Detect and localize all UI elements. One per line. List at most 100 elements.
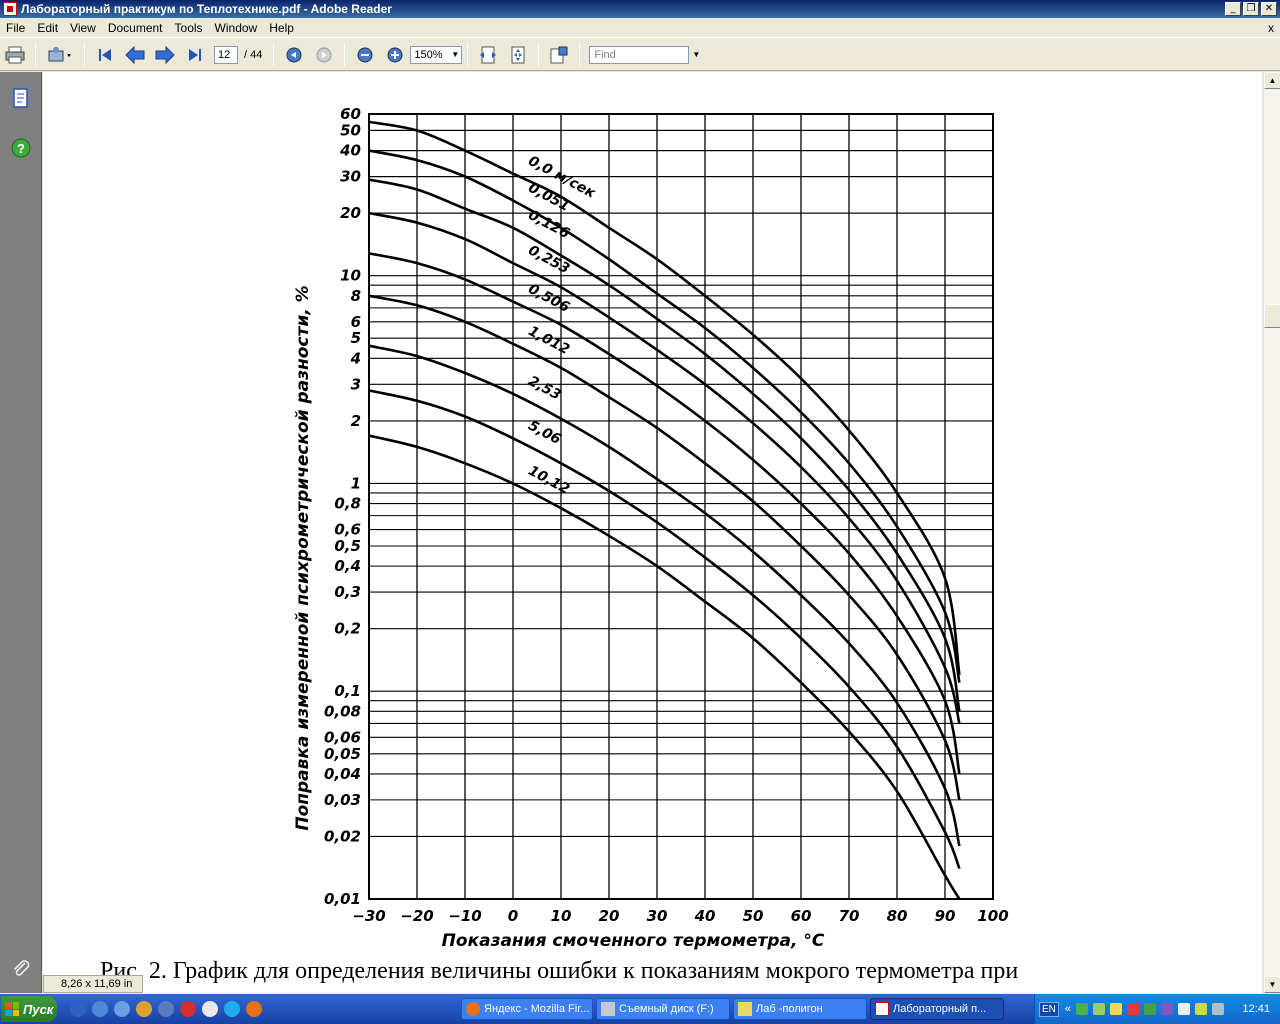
restore-button[interactable]: ❐: [1243, 2, 1259, 16]
y-tick-label: 6: [351, 313, 361, 331]
volume-icon[interactable]: [1212, 1003, 1225, 1015]
y-tick-label: 0,5: [334, 537, 361, 555]
chrome-icon[interactable]: [180, 1001, 196, 1017]
scroll-up-arrow[interactable]: ▲: [1264, 72, 1280, 89]
x-tick-label: 30: [647, 907, 668, 925]
x-tick-label: 70: [839, 907, 860, 925]
fit-page-icon[interactable]: [507, 44, 529, 66]
y-tick-label: 0,08: [324, 702, 361, 720]
next-page-icon[interactable]: [154, 44, 176, 66]
menu-file[interactable]: File: [6, 20, 26, 35]
back-view-icon[interactable]: [283, 44, 305, 66]
series-line: [368, 344, 961, 847]
folder-icon: [738, 1002, 752, 1016]
windows-logo-icon: [5, 1002, 19, 1016]
series-line: [368, 434, 961, 900]
chevron-down-icon[interactable]: ▼: [692, 50, 701, 59]
ati-icon[interactable]: [1127, 1003, 1140, 1015]
security-icon[interactable]: [1110, 1003, 1123, 1015]
app-icon[interactable]: [158, 1001, 174, 1017]
task-removable-disk[interactable]: Съемный диск (F:): [596, 998, 730, 1020]
y-tick-label: 0,3: [334, 583, 361, 601]
language-indicator[interactable]: EN: [1039, 1001, 1059, 1017]
last-page-icon[interactable]: [184, 44, 206, 66]
tray-app-icon[interactable]: [1195, 1003, 1208, 1015]
fit-width-icon[interactable]: [477, 44, 499, 66]
task-adobe-reader[interactable]: Лабораторный п...: [870, 998, 1004, 1020]
menu-view[interactable]: View: [70, 20, 96, 35]
share-icon[interactable]: [45, 44, 75, 66]
y-tick-label: 0,1: [334, 682, 361, 700]
network-icon[interactable]: [1076, 1003, 1089, 1015]
y-tick-label: 0,2: [334, 620, 361, 638]
zoom-level-select[interactable]: 150% ▼: [410, 45, 463, 64]
help-icon[interactable]: ?: [10, 136, 32, 160]
scroll-thumb[interactable]: [1264, 304, 1280, 328]
toolbar: 12 / 44 150% ▼ Find ▼: [0, 39, 1280, 71]
tray-app-icon[interactable]: [1093, 1003, 1106, 1015]
series-label: 2,53: [526, 373, 564, 403]
menu-document[interactable]: Document: [107, 20, 163, 35]
menu-tools[interactable]: Tools: [174, 20, 203, 35]
task-firefox[interactable]: Яндекс - Mozilla Fir...: [461, 998, 593, 1020]
page-number-input[interactable]: 12: [214, 45, 238, 64]
internet-explorer-icon[interactable]: [92, 1001, 108, 1017]
start-button[interactable]: Пуск: [1, 996, 57, 1022]
zoom-out-icon[interactable]: [354, 44, 376, 66]
vertical-scrollbar[interactable]: ▲ ▼: [1263, 72, 1280, 993]
task-label: Съемный диск (F:): [619, 1003, 714, 1015]
firefox-icon[interactable]: [246, 1001, 262, 1017]
x-tick-label: 60: [791, 907, 812, 925]
app-icon[interactable]: [136, 1001, 152, 1017]
display-icon[interactable]: [1161, 1003, 1174, 1015]
word-icon[interactable]: [202, 1001, 218, 1017]
firefox-icon: [466, 1002, 480, 1016]
y-tick-label: 20: [340, 204, 361, 222]
skype-icon[interactable]: [224, 1001, 240, 1017]
read-mode-icon[interactable]: [548, 44, 570, 66]
menu-window[interactable]: Window: [214, 20, 258, 35]
series-line: [368, 149, 961, 683]
menu-edit[interactable]: Edit: [37, 20, 59, 35]
forward-view-icon[interactable]: [313, 44, 335, 66]
scroll-down-arrow[interactable]: ▼: [1264, 976, 1280, 993]
task-folder[interactable]: Лаб -полигон: [733, 998, 867, 1020]
y-tick-label: 2: [351, 412, 361, 430]
toolbar-separator: [467, 43, 469, 66]
attachment-icon[interactable]: [10, 956, 32, 980]
document-view[interactable]: −30 −20 −10 0 10 20 30 40 50 60 70 80 90 100 60 50 40 30 2…: [43, 72, 1262, 993]
print-icon[interactable]: [4, 44, 26, 66]
minimize-button[interactable]: _: [1225, 2, 1241, 16]
find-input[interactable]: Find: [589, 45, 690, 64]
toolbar-separator: [579, 43, 581, 66]
taskbar: Пуск Яндекс - Mozilla Fir... Съемный дис…: [0, 994, 1280, 1024]
adobe-reader-icon: [3, 2, 17, 16]
y-tick-label: 10: [340, 267, 361, 285]
y-tick-label: 50: [340, 121, 361, 139]
x-tick-label: 90: [935, 907, 956, 925]
psychrometer-correction-chart: −30 −20 −10 0 10 20 30 40 50 60 70 80 90 100605040302…: [293, 105, 1009, 951]
x-tick-label: −20: [400, 907, 433, 925]
pages-icon[interactable]: [10, 86, 32, 110]
zoom-in-icon[interactable]: [384, 44, 406, 66]
x-axis-label: Показания смоченного термометра, °С: [442, 931, 825, 951]
y-tick-label: 30: [340, 168, 361, 186]
previous-page-icon[interactable]: [124, 44, 146, 66]
media-player-icon[interactable]: [70, 1001, 86, 1017]
show-desktop-icon[interactable]: [114, 1001, 130, 1017]
antivirus-icon[interactable]: [1144, 1003, 1157, 1015]
tray-expand-chevron[interactable]: «: [1064, 1003, 1072, 1015]
first-page-icon[interactable]: [94, 44, 116, 66]
y-tick-label: 0,03: [324, 791, 361, 809]
y-tick-label: 0,01: [324, 890, 361, 908]
document-close-button[interactable]: x: [1268, 20, 1274, 35]
menu-help[interactable]: Help: [269, 20, 294, 35]
task-label: Яндекс - Mozilla Fir...: [484, 1003, 590, 1015]
window-title: Лабораторный практикум по Теплотехнике.p…: [21, 2, 392, 16]
y-tick-label: 4: [350, 349, 361, 367]
close-button[interactable]: ✕: [1261, 2, 1277, 16]
y-tick-label: 40: [339, 142, 361, 160]
x-tick-label: 100: [977, 907, 1008, 925]
bluetooth-icon[interactable]: [1178, 1003, 1191, 1015]
x-tick-label: 20: [599, 907, 620, 925]
